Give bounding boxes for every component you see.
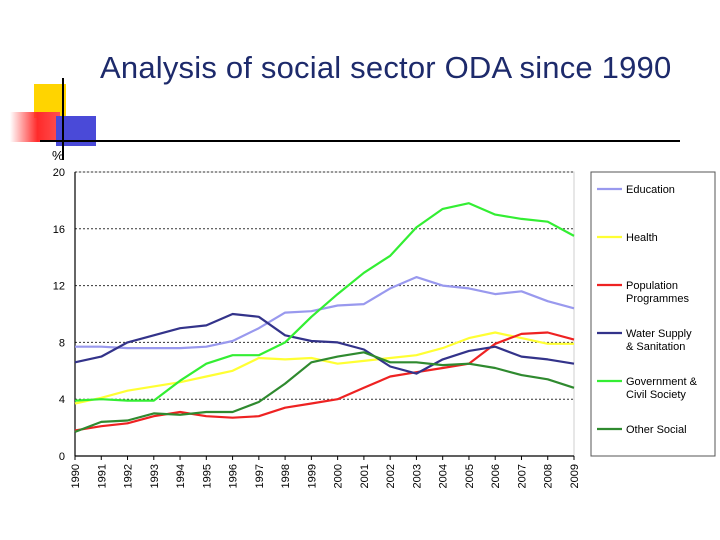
title-underline (40, 140, 680, 142)
y-tick-label: 12 (53, 281, 65, 293)
series-line-health (74, 331, 574, 405)
series-line-other-social (74, 351, 575, 433)
x-tick-label: 1995 (201, 464, 213, 488)
x-tick-label: 1999 (306, 464, 318, 488)
x-tick-label: 1992 (123, 464, 135, 488)
x-tick-label: 1997 (254, 464, 266, 488)
y-tick-label: 16 (53, 224, 65, 236)
legend-label: Health (626, 232, 658, 244)
y-tick-label: 0 (59, 451, 65, 463)
legend-label: Government & Civil Society (626, 376, 698, 401)
legend-box (590, 171, 716, 457)
y-axis-label: % (52, 148, 64, 163)
x-tick-label: 2000 (333, 464, 345, 488)
plot-frame (74, 171, 575, 457)
legend-label: Population Programmes (626, 280, 689, 305)
series-line-government-civil-society (74, 202, 575, 402)
x-tick-label: 2003 (411, 464, 423, 488)
y-tick-label: 20 (53, 167, 65, 179)
x-tick-label: 1998 (280, 464, 292, 488)
x-tick-label: 1991 (96, 464, 108, 488)
x-tick-label: 2004 (438, 464, 450, 488)
decorative-vertical-line (62, 78, 64, 160)
x-tick-label: 2006 (490, 464, 502, 488)
x-tick-label: 2002 (385, 464, 397, 488)
decorative-red-square (10, 112, 60, 142)
x-tick-label: 2001 (359, 464, 371, 488)
legend-label: Education (626, 184, 675, 196)
x-tick-label: 2005 (464, 464, 476, 488)
x-tick-label: 2009 (569, 464, 581, 488)
series-line-water-supply-sanitation (74, 312, 575, 375)
legend-label: Other Social (626, 424, 687, 436)
x-tick-label: 1993 (149, 464, 161, 488)
slide-title: Analysis of social sector ODA since 1990 (100, 50, 672, 85)
x-tick-label: 1996 (228, 464, 240, 488)
x-tick-label: 1994 (175, 464, 187, 488)
series-line-education (75, 276, 575, 350)
legend-label: Water Supply & Sanitation (626, 328, 692, 353)
x-tick-label: 2008 (543, 464, 555, 488)
y-tick-label: 4 (59, 394, 65, 406)
x-tick-label: 1990 (70, 464, 82, 488)
x-tick-label: 2007 (516, 464, 528, 488)
y-tick-label: 8 (59, 337, 65, 349)
